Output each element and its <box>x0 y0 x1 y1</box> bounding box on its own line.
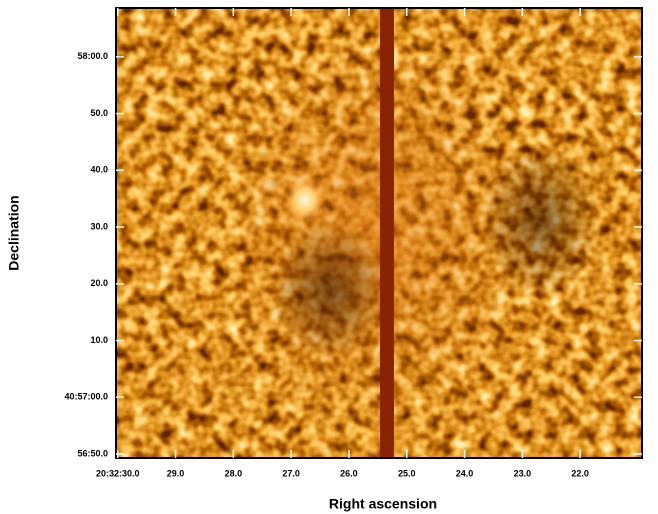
sky-image <box>116 8 642 458</box>
x-tick-label: 26.0 <box>340 468 358 478</box>
x-tick-label: 27.0 <box>282 468 300 478</box>
x-tick-label: 23.0 <box>514 468 532 478</box>
x-axis-title: Right ascension <box>329 496 437 512</box>
y-tick-label: 30.0 <box>90 221 108 231</box>
x-tick-label: 24.0 <box>456 468 474 478</box>
plot-frame <box>115 7 643 459</box>
y-axis-title: Declination <box>6 195 22 270</box>
y-tick-label: 20.0 <box>90 278 108 288</box>
x-tick-label: 25.0 <box>398 468 416 478</box>
y-tick-label: 40:57:00.0 <box>64 392 108 402</box>
x-tick-label: 20:32:30.0 <box>96 468 140 478</box>
x-tick-label: 28.0 <box>225 468 243 478</box>
y-tick-label: 58:00.0 <box>77 51 108 61</box>
y-tick-label: 50.0 <box>90 108 108 118</box>
x-tick-label: 22.0 <box>571 468 589 478</box>
y-tick-label: 40.0 <box>90 165 108 175</box>
y-tick-label: 56:50.0 <box>77 448 108 458</box>
y-tick-label: 10.0 <box>90 335 108 345</box>
x-tick-label: 29.0 <box>167 468 185 478</box>
